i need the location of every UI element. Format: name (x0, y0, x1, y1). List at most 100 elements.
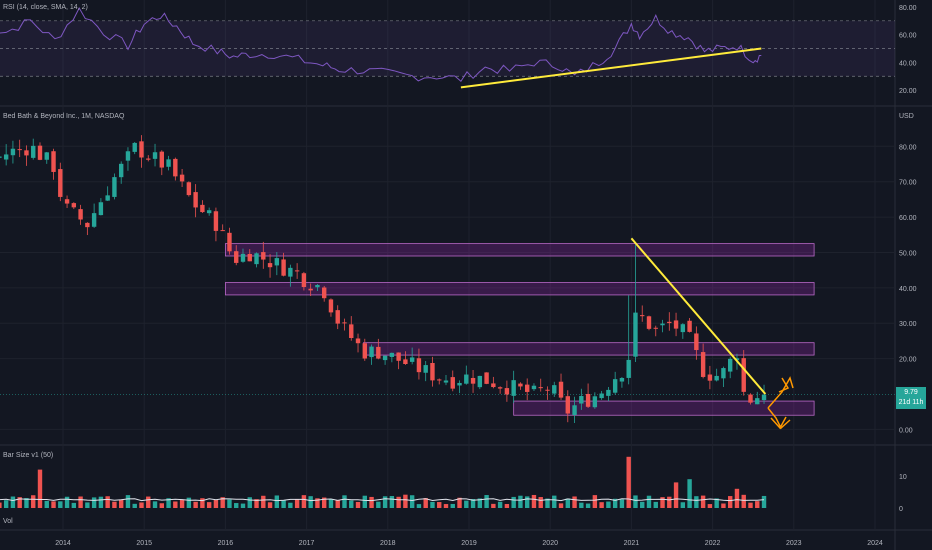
volume-bar (700, 495, 706, 508)
candle-body (58, 169, 63, 197)
resistance-zone (363, 342, 815, 356)
resistance-zone (224, 282, 815, 296)
candle-body (3, 154, 9, 160)
projection-arrow-up-head (778, 377, 790, 393)
volume-bar (531, 494, 537, 508)
volume-bar (281, 500, 286, 508)
volume-bar (193, 501, 198, 508)
candle-body (477, 375, 483, 388)
volume-bar (98, 496, 104, 508)
candle-body (294, 270, 300, 272)
candle-body (85, 222, 90, 228)
candle-body (403, 359, 408, 365)
volume-bar (17, 497, 22, 508)
candle-body (423, 365, 428, 373)
vol-label: Vol (3, 518, 13, 525)
candle-body (376, 346, 381, 359)
candle-body (531, 385, 537, 390)
candle-body (464, 374, 469, 384)
volume-bar (511, 496, 516, 508)
candle-body (31, 145, 36, 158)
volume-bar (680, 502, 686, 508)
volume-bar (714, 498, 719, 508)
volume-bar (606, 501, 611, 508)
candle-body (761, 394, 767, 401)
last-price-tag: 9.79 21d 11h (896, 387, 926, 409)
candle-body (612, 379, 618, 393)
candle-body (166, 159, 171, 167)
candle-body (382, 355, 388, 361)
volume-bar (10, 496, 16, 508)
candle-body (714, 375, 719, 381)
volume-bar (274, 495, 280, 508)
volume-bar (518, 495, 523, 508)
candle-body (254, 253, 259, 265)
volume-bar (159, 503, 164, 508)
volume-bar (328, 499, 334, 508)
candle-body (552, 385, 557, 394)
volume-bar (640, 501, 645, 508)
candle-body (653, 327, 658, 329)
x-tick-label: 2020 (542, 540, 558, 547)
price-tick-label: 80.00 (899, 144, 917, 151)
volume-bar (592, 495, 598, 508)
volume-bar (301, 495, 307, 508)
candle-body (281, 259, 286, 276)
rsi-tick-label: 60.00 (899, 33, 917, 40)
x-tick-label: 2014 (55, 540, 71, 547)
candle-body (98, 202, 104, 216)
candle-body (274, 258, 280, 266)
candle-body (721, 368, 726, 379)
candle-body (112, 177, 117, 197)
volume-bar (261, 495, 266, 508)
candle-body (396, 352, 401, 361)
volume-bar (491, 503, 496, 508)
volume-bar (572, 496, 577, 508)
candle-body (267, 263, 273, 268)
volume-bar (552, 495, 557, 508)
x-tick-label: 2022 (705, 540, 721, 547)
volume-bar (64, 496, 70, 508)
volume-bar (416, 504, 422, 508)
x-tick-label: 2023 (786, 540, 802, 547)
price-trendline (630, 237, 767, 395)
price-tick-label: 70.00 (899, 180, 917, 187)
last-price-value: 9.79 (904, 389, 918, 396)
candle-body (755, 398, 760, 405)
volume-bar (585, 503, 591, 508)
volume-bar (132, 503, 137, 508)
volume-bar (105, 496, 110, 508)
price-title: Bed Bath & Beyond Inc., 1M, NASDAQ (3, 113, 125, 120)
volume-bar (653, 501, 658, 508)
price-tick-label: 20.00 (899, 357, 917, 364)
candle-body (355, 338, 361, 344)
candle-body (457, 382, 462, 386)
candle-body (173, 158, 178, 177)
price-tick-label: 40.00 (899, 286, 917, 293)
candle-body (680, 324, 686, 333)
volume-bar (741, 494, 746, 508)
volume-bar (524, 496, 530, 508)
volume-bar (146, 496, 151, 508)
volume-bar (484, 495, 489, 508)
candle-body (504, 388, 510, 395)
candle-body (51, 151, 56, 172)
x-tick-label: 2019 (461, 540, 477, 547)
candle-body (24, 150, 29, 156)
candle-body (159, 151, 164, 168)
volume-bar (470, 499, 476, 508)
candle-body (450, 377, 455, 389)
candle-body (335, 310, 340, 324)
candle-body (572, 405, 577, 415)
volume-bar (409, 495, 415, 508)
rsi-line (0, 6, 762, 83)
candle-body (727, 358, 733, 372)
volume-tick-label: 0 (899, 506, 903, 513)
candle-body (315, 284, 320, 288)
candle-body (91, 213, 97, 227)
volume-bar (633, 495, 638, 508)
candle-body (105, 195, 110, 201)
volume-bar (234, 503, 239, 508)
volume-bar (761, 495, 767, 508)
volume-bar (58, 501, 63, 508)
